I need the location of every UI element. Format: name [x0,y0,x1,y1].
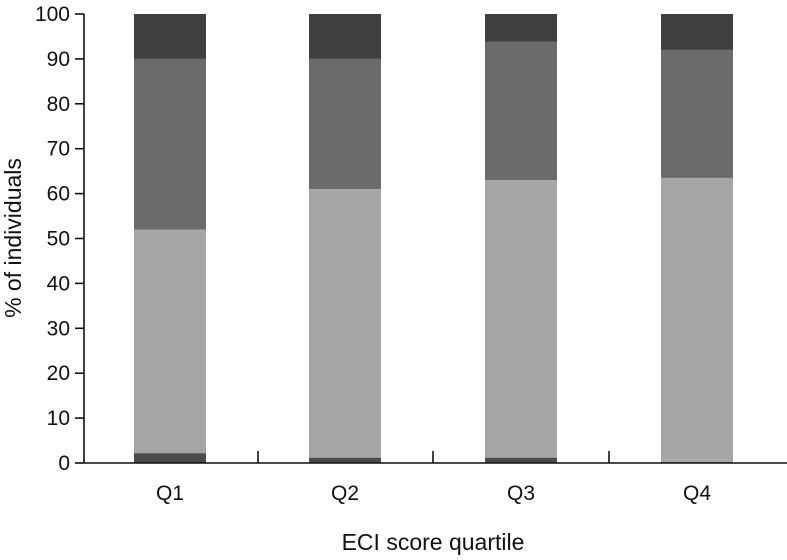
bar-segment-q4-3 [661,49,733,178]
y-tick-label: 90 [47,48,70,71]
y-tick-label: 30 [47,317,70,340]
x-category-label: Q3 [507,482,535,505]
bar-segment-q2-4 [309,14,381,59]
bar-segment-q2-3 [309,58,381,190]
bar-segment-q2-1 [309,457,381,463]
bar-segment-q4-2 [661,177,733,463]
x-ticks: Q1 Q2 Q3 Q4 [156,451,711,505]
bar-segment-q1-3 [134,58,206,230]
y-tick-label: 100 [35,3,70,26]
x-category-label: Q1 [156,482,184,505]
x-category-label: Q4 [683,482,711,505]
x-axis-title: ECI score quartile [342,529,525,555]
bars-layer [134,14,733,463]
y-tick-label: 60 [47,183,70,206]
y-tick-label: 80 [47,93,70,116]
x-category-label: Q2 [331,482,359,505]
bar-segment-q1-1 [134,453,206,463]
y-tick-label: 10 [47,407,70,430]
y-axis-title: % of individuals [0,158,26,318]
y-ticks: 0 10 20 30 40 50 60 70 80 90 100 [35,3,84,475]
bar-segment-q4-4 [661,14,733,50]
y-tick-label: 70 [47,138,70,161]
y-tick-label: 0 [58,452,70,475]
bar-segment-q3-4 [485,14,557,42]
bar-segment-q3-2 [485,180,557,458]
bar-segment-q3-3 [485,41,557,181]
bar-segment-q1-4 [134,14,206,59]
bar-segment-q2-2 [309,189,381,458]
bar-segment-q3-1 [485,457,557,463]
y-tick-label: 50 [47,228,70,251]
bar-segment-q1-2 [134,229,206,454]
y-tick-label: 20 [47,362,70,385]
y-tick-label: 40 [47,272,70,295]
